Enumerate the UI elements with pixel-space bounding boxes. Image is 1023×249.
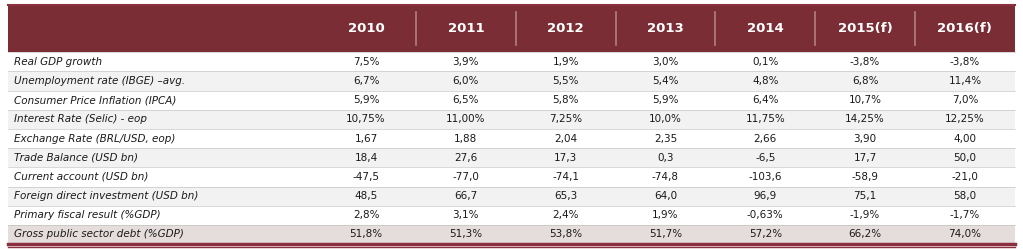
Text: 11,75%: 11,75% [746, 114, 786, 124]
Bar [8, 5, 1015, 52]
Text: 74,0%: 74,0% [948, 229, 981, 240]
Text: 3,9%: 3,9% [452, 57, 479, 67]
Text: 53,8%: 53,8% [549, 229, 582, 240]
Text: 11,4%: 11,4% [948, 76, 981, 86]
Text: 2,35: 2,35 [654, 133, 677, 144]
Text: 51,3%: 51,3% [449, 229, 483, 240]
Text: 18,4: 18,4 [354, 153, 377, 163]
Text: 2,4%: 2,4% [552, 210, 579, 220]
Text: 2013: 2013 [648, 22, 683, 35]
Bar [8, 129, 1015, 148]
Text: 10,75%: 10,75% [346, 114, 386, 124]
Text: 2010: 2010 [348, 22, 385, 35]
Text: 1,88: 1,88 [454, 133, 478, 144]
Bar [8, 187, 1015, 206]
Text: 3,1%: 3,1% [452, 210, 479, 220]
Text: 51,8%: 51,8% [350, 229, 383, 240]
Bar [8, 52, 1015, 71]
Text: 6,5%: 6,5% [452, 95, 479, 105]
Text: 6,7%: 6,7% [353, 76, 380, 86]
Text: 58,0: 58,0 [953, 191, 977, 201]
Text: 2014: 2014 [747, 22, 784, 35]
Text: 6,4%: 6,4% [752, 95, 779, 105]
Bar [8, 91, 1015, 110]
Text: 17,3: 17,3 [554, 153, 577, 163]
Text: -47,5: -47,5 [353, 172, 380, 182]
Text: -1,9%: -1,9% [850, 210, 880, 220]
Text: 14,25%: 14,25% [845, 114, 885, 124]
Text: -77,0: -77,0 [452, 172, 480, 182]
Text: 10,7%: 10,7% [849, 95, 882, 105]
Text: 65,3: 65,3 [554, 191, 577, 201]
Text: 12,25%: 12,25% [945, 114, 985, 124]
Text: 50,0: 50,0 [953, 153, 976, 163]
Bar [8, 225, 1015, 244]
Text: 27,6: 27,6 [454, 153, 478, 163]
Text: 11,00%: 11,00% [446, 114, 486, 124]
Text: Gross public sector debt (%GDP): Gross public sector debt (%GDP) [14, 229, 184, 240]
Text: Trade Balance (USD bn): Trade Balance (USD bn) [14, 153, 138, 163]
Text: 96,9: 96,9 [754, 191, 776, 201]
Text: 2016(f): 2016(f) [937, 22, 992, 35]
Text: 17,7: 17,7 [853, 153, 877, 163]
Text: Unemployment rate (IBGE) –avg.: Unemployment rate (IBGE) –avg. [14, 76, 185, 86]
Text: 5,4%: 5,4% [653, 76, 678, 86]
Text: 4,8%: 4,8% [752, 76, 779, 86]
Bar [8, 167, 1015, 187]
Text: 5,8%: 5,8% [552, 95, 579, 105]
Text: 64,0: 64,0 [654, 191, 677, 201]
Text: 7,25%: 7,25% [549, 114, 582, 124]
Text: 5,9%: 5,9% [353, 95, 380, 105]
Text: 1,67: 1,67 [354, 133, 377, 144]
Bar [8, 148, 1015, 167]
Text: -74,8: -74,8 [652, 172, 679, 182]
Text: 0,1%: 0,1% [752, 57, 779, 67]
Text: Current account (USD bn): Current account (USD bn) [14, 172, 148, 182]
Text: 5,5%: 5,5% [552, 76, 579, 86]
Text: 1,9%: 1,9% [653, 210, 678, 220]
Text: 3,0%: 3,0% [653, 57, 678, 67]
Text: 7,5%: 7,5% [353, 57, 380, 67]
Text: 66,2%: 66,2% [848, 229, 882, 240]
Text: 2012: 2012 [547, 22, 584, 35]
Text: 75,1: 75,1 [853, 191, 877, 201]
Text: 2,8%: 2,8% [353, 210, 380, 220]
Text: 6,8%: 6,8% [852, 76, 879, 86]
Text: Foreign direct investment (USD bn): Foreign direct investment (USD bn) [14, 191, 198, 201]
Text: 7,0%: 7,0% [951, 95, 978, 105]
Text: -74,1: -74,1 [552, 172, 579, 182]
Text: 2015(f): 2015(f) [838, 22, 892, 35]
Text: 5,9%: 5,9% [653, 95, 678, 105]
Text: -6,5: -6,5 [755, 153, 775, 163]
Text: -1,7%: -1,7% [949, 210, 980, 220]
Text: -21,0: -21,0 [951, 172, 978, 182]
Text: 4,00: 4,00 [953, 133, 976, 144]
Bar [8, 206, 1015, 225]
Text: 2011: 2011 [448, 22, 484, 35]
Bar [8, 71, 1015, 91]
Text: Primary fiscal result (%GDP): Primary fiscal result (%GDP) [14, 210, 161, 220]
Text: -58,9: -58,9 [851, 172, 879, 182]
Text: 48,5: 48,5 [354, 191, 377, 201]
Text: 66,7: 66,7 [454, 191, 478, 201]
Text: -3,8%: -3,8% [850, 57, 880, 67]
Text: 3,90: 3,90 [853, 133, 877, 144]
Text: Interest Rate (Selic) - eop: Interest Rate (Selic) - eop [14, 114, 147, 124]
Text: 6,0%: 6,0% [453, 76, 479, 86]
Text: 10,0%: 10,0% [649, 114, 682, 124]
Text: Exchange Rate (BRL/USD, eop): Exchange Rate (BRL/USD, eop) [14, 133, 176, 144]
Text: 1,9%: 1,9% [552, 57, 579, 67]
Text: -103,6: -103,6 [749, 172, 782, 182]
Text: -0,63%: -0,63% [747, 210, 784, 220]
Bar [8, 110, 1015, 129]
Text: 2,66: 2,66 [754, 133, 776, 144]
Text: Consumer Price Inflation (IPCA): Consumer Price Inflation (IPCA) [14, 95, 177, 105]
Text: -3,8%: -3,8% [949, 57, 980, 67]
Text: 2,04: 2,04 [554, 133, 577, 144]
Text: Real GDP growth: Real GDP growth [14, 57, 102, 67]
Text: 57,2%: 57,2% [749, 229, 782, 240]
Text: 51,7%: 51,7% [649, 229, 682, 240]
Text: 0,3: 0,3 [657, 153, 674, 163]
